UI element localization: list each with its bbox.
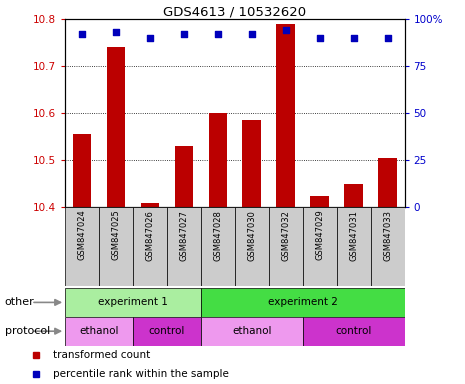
Point (146, 35, 153, 41)
Bar (337, 207, 371, 286)
Bar (106, 47, 126, 207)
Bar (99, 207, 133, 286)
Bar (242, 120, 261, 207)
Bar (65, 207, 99, 286)
Point (350, 35, 357, 41)
Text: GSM847025: GSM847025 (112, 210, 120, 260)
Text: GSM847031: GSM847031 (349, 210, 358, 261)
Point (282, 27, 289, 33)
Text: transformed count: transformed count (53, 350, 150, 360)
Text: ethanol: ethanol (232, 326, 272, 336)
Bar (65, 317, 133, 346)
Text: protocol: protocol (5, 326, 50, 336)
Bar (73, 134, 92, 207)
Text: GSM847033: GSM847033 (383, 210, 392, 261)
Point (78, 31, 86, 37)
Text: GSM847029: GSM847029 (315, 210, 324, 260)
Bar (303, 207, 337, 286)
Bar (65, 288, 201, 317)
Text: control: control (335, 326, 372, 336)
Text: GSM847024: GSM847024 (78, 210, 86, 260)
Bar (276, 24, 295, 207)
Bar (378, 158, 397, 207)
Text: GSM847027: GSM847027 (179, 210, 188, 261)
Text: control: control (149, 326, 185, 336)
Bar (344, 184, 363, 207)
Bar (140, 203, 159, 207)
Text: GSM847030: GSM847030 (247, 210, 256, 261)
Text: ethanol: ethanol (80, 326, 119, 336)
Text: GSM847028: GSM847028 (213, 210, 222, 261)
Bar (303, 317, 405, 346)
Text: experiment 2: experiment 2 (268, 297, 338, 308)
Point (316, 35, 324, 41)
Bar (174, 146, 193, 207)
Point (214, 31, 221, 37)
Text: experiment 1: experiment 1 (98, 297, 168, 308)
Text: GSM847032: GSM847032 (281, 210, 290, 261)
Text: GSM847026: GSM847026 (146, 210, 154, 261)
Bar (133, 317, 201, 346)
Title: GDS4613 / 10532620: GDS4613 / 10532620 (163, 5, 306, 18)
Bar (133, 207, 167, 286)
Bar (201, 207, 235, 286)
Text: other: other (5, 297, 34, 307)
Bar (201, 317, 303, 346)
Bar (310, 195, 329, 207)
Point (248, 31, 255, 37)
Bar (269, 207, 303, 286)
Text: percentile rank within the sample: percentile rank within the sample (53, 369, 228, 379)
Point (180, 31, 187, 37)
Bar (167, 207, 201, 286)
Point (384, 35, 391, 41)
Bar (208, 113, 227, 207)
Bar (371, 207, 405, 286)
Bar (201, 288, 405, 317)
Point (112, 29, 120, 35)
Bar (235, 207, 269, 286)
